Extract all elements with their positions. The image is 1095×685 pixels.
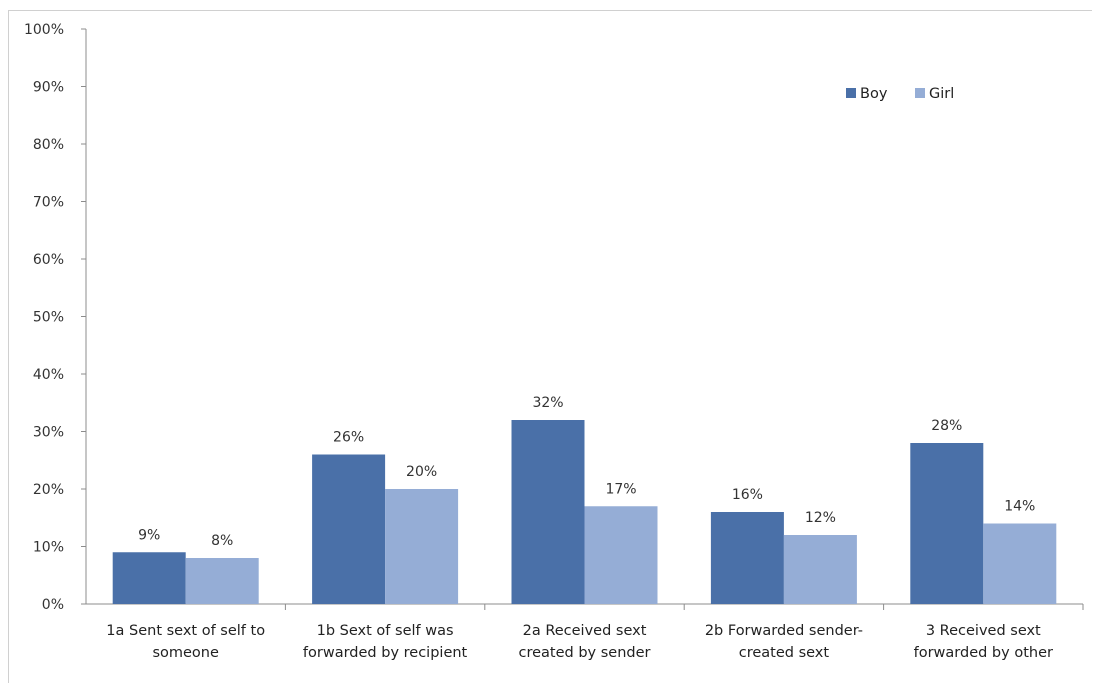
bar-boy xyxy=(112,552,186,604)
x-tick-label: 1a Sent sext of self to xyxy=(106,623,265,639)
data-label: 20% xyxy=(406,464,437,480)
legend-swatch-boy xyxy=(846,88,856,98)
y-tick-label: 90% xyxy=(33,80,64,96)
y-tick-label: 40% xyxy=(33,367,64,383)
x-tick-label: created by sender xyxy=(519,645,651,661)
bar-girl xyxy=(584,506,658,604)
bar-girl xyxy=(185,558,259,604)
x-tick-label: 2a Received sext xyxy=(523,623,647,639)
y-tick-label: 10% xyxy=(33,540,64,556)
x-tick-label: someone xyxy=(152,645,219,661)
y-tick-label: 100% xyxy=(24,22,64,38)
data-label: 32% xyxy=(532,395,563,411)
y-tick-label: 0% xyxy=(42,597,64,613)
data-label: 8% xyxy=(211,533,233,549)
legend-swatch-girl xyxy=(915,88,925,98)
x-tick-label: 1b Sext of self was xyxy=(317,623,454,639)
legend-label-boy: Boy xyxy=(860,86,888,102)
bar-boy xyxy=(312,454,386,604)
data-label: 14% xyxy=(1004,499,1035,515)
x-tick-label: created sext xyxy=(739,645,830,661)
x-tick-label: 3 Received sext xyxy=(926,623,1041,639)
bar-girl xyxy=(783,535,857,604)
bar-girl xyxy=(983,523,1057,604)
data-label: 16% xyxy=(732,487,763,503)
y-tick-label: 30% xyxy=(33,425,64,441)
y-tick-label: 60% xyxy=(33,252,64,268)
y-tick-label: 70% xyxy=(33,195,64,211)
y-tick-label: 20% xyxy=(33,482,64,498)
data-label: 26% xyxy=(333,430,364,446)
bar-girl xyxy=(385,489,459,604)
x-tick-label: forwarded by recipient xyxy=(303,645,468,661)
data-label: 17% xyxy=(605,481,636,497)
y-tick-label: 80% xyxy=(33,137,64,153)
bar-boy xyxy=(511,420,585,604)
bar-boy xyxy=(710,512,784,604)
x-tick-label: forwarded by other xyxy=(914,645,1053,661)
data-label: 12% xyxy=(805,510,836,526)
chart-frame xyxy=(8,10,1092,683)
data-label: 9% xyxy=(138,527,160,543)
legend-label-girl: Girl xyxy=(929,86,954,102)
bar-boy xyxy=(910,443,984,604)
x-tick-label: 2b Forwarded sender- xyxy=(705,623,863,639)
data-label: 28% xyxy=(931,418,962,434)
y-tick-label: 50% xyxy=(33,310,64,326)
